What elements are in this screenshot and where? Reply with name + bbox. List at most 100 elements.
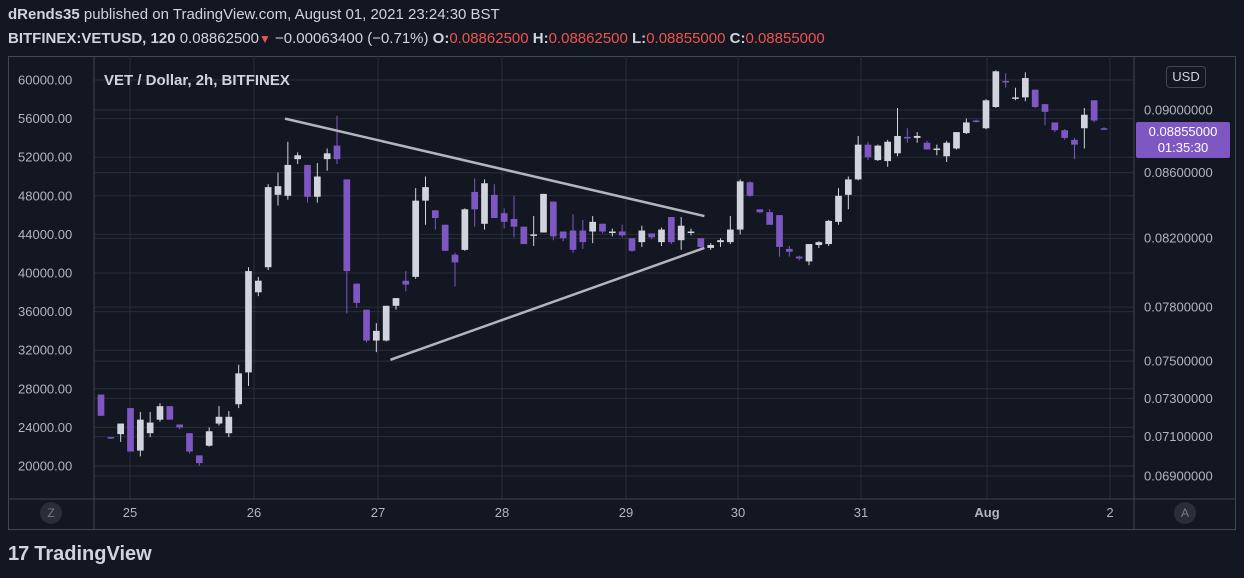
candle-body	[589, 221, 597, 232]
candle-body	[854, 144, 862, 180]
candle-body	[815, 242, 823, 246]
left-axis-tick-label: 36000.00	[18, 304, 72, 319]
candle-body	[254, 280, 262, 293]
low-value: 0.08855000	[646, 30, 726, 47]
candle-body	[992, 71, 1000, 108]
left-axis-tick-label: 52000.00	[18, 150, 72, 165]
tradingview-logo[interactable]: 17 TradingView	[8, 543, 152, 566]
candle-body	[274, 186, 282, 195]
down-arrow-icon: ▼	[258, 32, 271, 46]
published-text: published on TradingView.com, August 01,…	[83, 6, 500, 23]
candle-body	[205, 431, 213, 446]
candle-body	[677, 225, 685, 241]
left-axis-tick-label: 28000.00	[18, 381, 72, 396]
candle-body	[461, 209, 469, 250]
candle-body	[284, 164, 292, 196]
last-price-value: 0.08855000	[1148, 124, 1218, 139]
left-axis-tick-label: 44000.00	[18, 227, 72, 242]
candle-body	[363, 309, 370, 341]
candlestick-chart[interactable]: 20000.00 24000.00 28000.00 32000.00 36000.00…	[8, 56, 1236, 530]
candle-body	[481, 183, 488, 224]
candle-body	[667, 217, 675, 243]
candle-body	[1012, 97, 1019, 99]
left-axis-tick-label: 32000.00	[18, 343, 72, 358]
open-label: O:	[432, 30, 450, 47]
candle-body	[412, 200, 420, 277]
candle-body	[1080, 114, 1088, 129]
triangle-trendline	[389, 246, 705, 362]
candle-body	[756, 209, 764, 213]
candle-body	[343, 179, 351, 272]
change-value: −0.00063400 (−0.71%)	[275, 30, 429, 47]
close-label: C:	[729, 30, 746, 47]
candle-body	[97, 394, 105, 416]
candle-body	[146, 422, 154, 434]
symbol-label: BITFINEX:VETUSD, 120	[8, 30, 176, 47]
candle-body	[1061, 130, 1069, 138]
x-axis-tick-label: Aug	[974, 505, 999, 520]
zoom-button[interactable]: Z	[40, 502, 62, 524]
candle-body	[294, 155, 302, 160]
candle-body	[235, 373, 243, 405]
left-axis-tick-label: 48000.00	[18, 188, 72, 203]
candle-body	[520, 226, 528, 245]
candle-body	[176, 424, 184, 428]
candle-body	[530, 234, 538, 236]
auto-scale-button[interactable]: A	[1174, 502, 1196, 524]
author-name[interactable]: dRends35	[8, 6, 80, 23]
candle-body	[658, 229, 665, 243]
candle-body	[264, 187, 272, 268]
candle-body	[372, 330, 380, 341]
last-price-tag: 0.08855000 01:35:30	[1136, 122, 1230, 158]
candle-body	[785, 248, 793, 252]
candle-body	[1090, 100, 1098, 121]
right-axis-tick-label: 0.07300000	[1144, 391, 1213, 406]
chart-frame	[8, 56, 1236, 530]
candle-body	[805, 244, 813, 262]
candle-body	[776, 215, 783, 247]
candle-body	[323, 153, 331, 160]
tradingview-logo-text: TradingView	[34, 543, 152, 565]
x-axis-tick-label: 2	[1106, 505, 1113, 520]
right-axis-tick-label: 0.08600000	[1144, 165, 1213, 180]
candle-body	[510, 218, 518, 227]
x-axis-tick-label: 29	[619, 505, 633, 520]
candle-body	[913, 135, 921, 138]
candle-body	[933, 148, 941, 151]
x-axis-tick-label: 26	[247, 505, 261, 520]
candle-body	[628, 238, 636, 251]
right-axis-tick-label: 0.07800000	[1144, 300, 1213, 315]
candle-body	[697, 238, 705, 247]
publish-info: dRends35 published on TradingView.com, A…	[8, 6, 500, 23]
candle-body	[717, 240, 724, 243]
candle-body	[599, 223, 606, 232]
candle-body	[638, 230, 646, 243]
candle-body	[215, 416, 223, 424]
candle-body	[825, 220, 833, 245]
candle-body	[313, 176, 321, 197]
chart-title: VET / Dollar, 2h, BITFINEX	[104, 72, 290, 89]
candle-body	[864, 144, 872, 158]
candle-body	[392, 298, 400, 306]
candle-body	[1021, 78, 1029, 98]
right-axis-tick-label: 0.09000000	[1144, 103, 1213, 118]
left-axis-tick-label: 56000.00	[18, 111, 72, 126]
candle-body	[1051, 122, 1059, 131]
candle-body	[549, 201, 557, 237]
candle-body	[225, 416, 233, 434]
bar-countdown: 01:35:30	[1157, 140, 1209, 155]
candle-body	[1041, 104, 1049, 112]
candle-body	[766, 212, 774, 225]
candle-body	[127, 408, 134, 452]
currency-button[interactable]: USD	[1166, 66, 1206, 88]
candle-body	[136, 419, 144, 451]
open-value: 0.08862500	[449, 30, 529, 47]
candle-body	[353, 283, 361, 303]
candle-body	[618, 231, 626, 236]
candle-body	[304, 164, 311, 197]
candle-body	[579, 230, 587, 243]
candle-body	[1100, 128, 1108, 130]
candle-body	[1031, 89, 1039, 108]
candle-body	[186, 433, 193, 452]
candle-body	[569, 230, 577, 250]
